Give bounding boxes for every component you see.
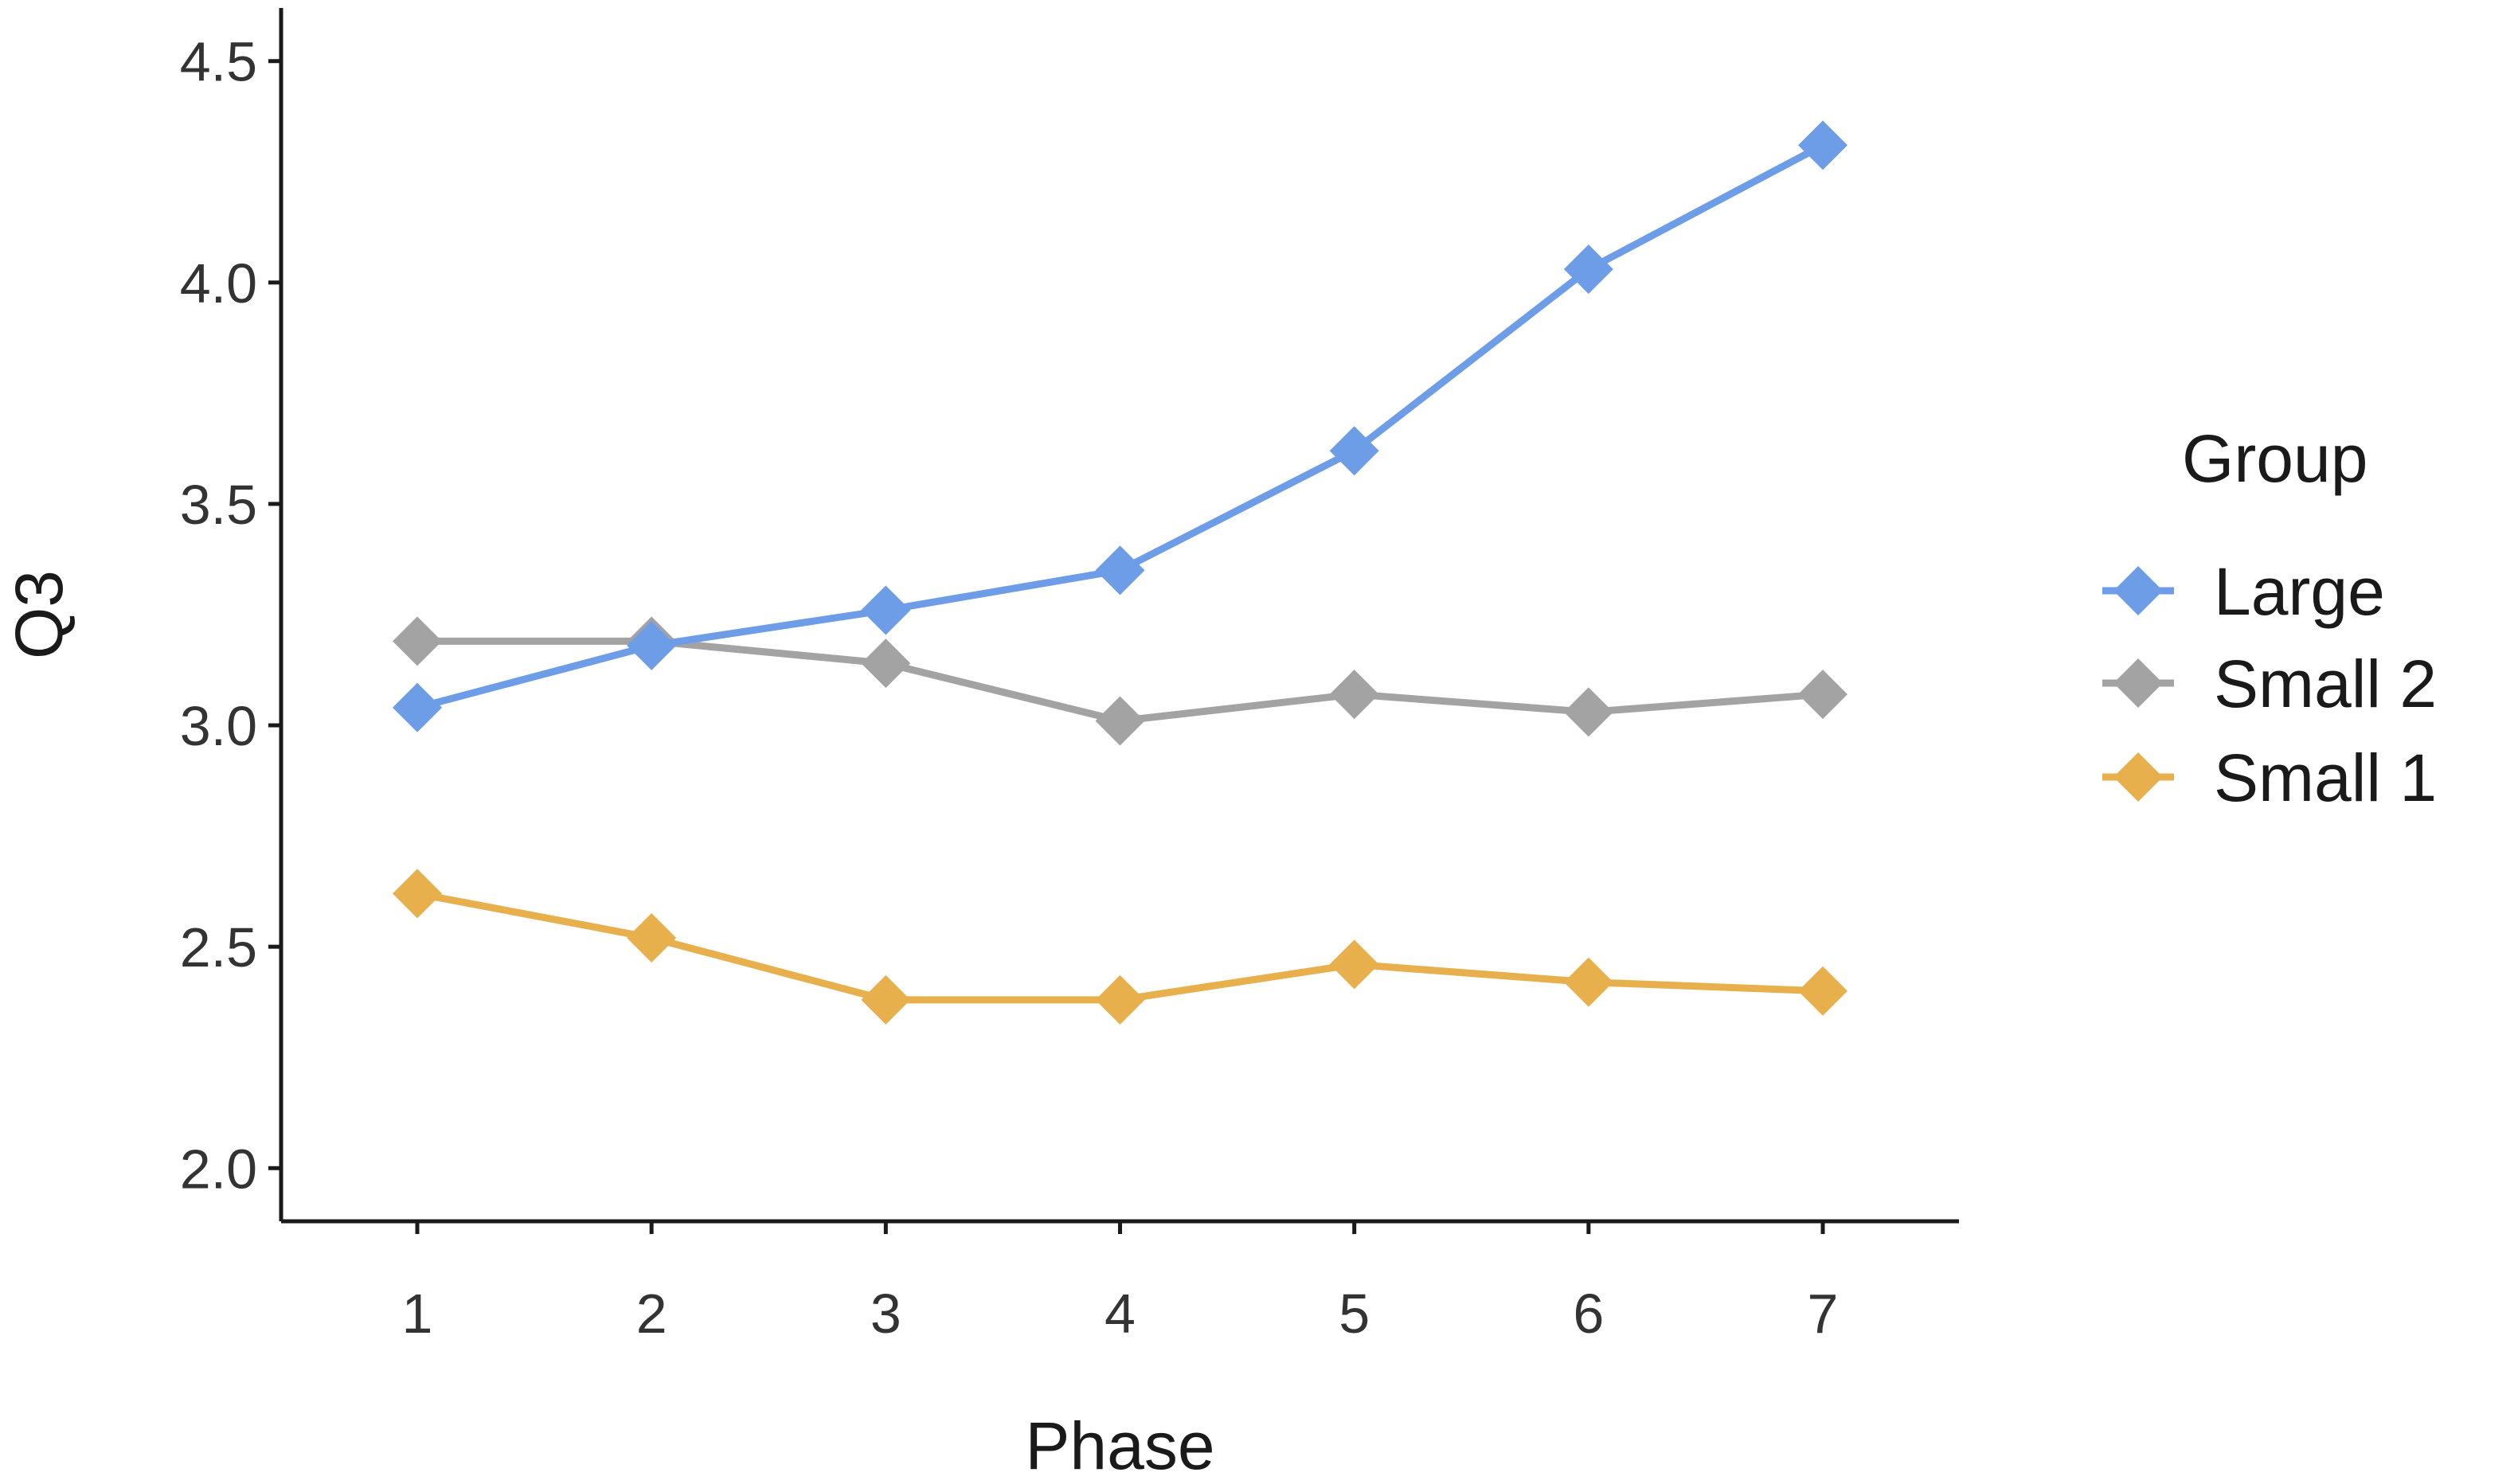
legend-label: Small 2 [2214, 646, 2437, 721]
legend-item: Small 2 [2102, 646, 2437, 721]
x-tick-label: 2 [636, 1283, 667, 1345]
data-point [1798, 670, 1847, 720]
data-point [861, 974, 911, 1025]
legend-key-marker [2113, 658, 2163, 708]
data-point [1329, 939, 1379, 990]
legend-key-marker [2113, 752, 2163, 802]
series-line [413, 141, 1827, 712]
legend-title: Group [2182, 421, 2367, 496]
data-point [393, 616, 442, 666]
data-point [627, 913, 677, 963]
y-tick-label: 2.5 [180, 916, 257, 978]
x-tick-label: 6 [1573, 1283, 1604, 1345]
legend-item: Large [2102, 554, 2385, 629]
data-point [393, 869, 442, 919]
data-point [1095, 545, 1145, 596]
series-small-2 [393, 616, 1847, 746]
series-small-1 [393, 869, 1847, 1025]
x-tick-label: 3 [870, 1283, 901, 1345]
data-point [861, 639, 911, 689]
data-point [1329, 426, 1379, 476]
x-tick-label: 1 [402, 1283, 433, 1345]
x-axis-title: Phase [1025, 1408, 1214, 1480]
data-point [861, 585, 911, 635]
legend-item: Small 1 [2102, 740, 2437, 815]
y-tick-label: 2.0 [180, 1138, 257, 1200]
x-tick-label: 7 [1808, 1283, 1839, 1345]
data-point [1563, 687, 1613, 737]
y-tick-label: 4.0 [180, 252, 257, 314]
data-point [627, 620, 677, 670]
legend-label: Large [2214, 554, 2385, 629]
data-point [393, 682, 442, 732]
legend-label: Small 1 [2214, 740, 2437, 815]
legend-key-marker [2113, 566, 2163, 615]
series-large [393, 120, 1847, 732]
data-point [1798, 120, 1847, 170]
x-tick-label: 4 [1105, 1283, 1136, 1345]
x-tick-label: 5 [1339, 1283, 1370, 1345]
data-point [1563, 244, 1613, 295]
axes: Q3 Phase 2.0 2.5 3.0 3.5 4.0 4.5 1 2 3 4 5 6 7 [2, 8, 1959, 1483]
data-point [1095, 696, 1145, 746]
data-point [1095, 974, 1145, 1025]
data-point [1798, 966, 1847, 1016]
legend: Group Large Small 2 Small 1 [2102, 421, 2437, 815]
plot-area [393, 120, 1847, 1025]
data-point [1563, 957, 1613, 1007]
y-tick-label: 4.5 [180, 31, 257, 93]
data-point [1329, 670, 1379, 720]
y-tick-label: 3.5 [180, 474, 257, 536]
y-axis-title: Q3 [2, 570, 76, 659]
y-tick-label: 3.0 [180, 695, 257, 757]
